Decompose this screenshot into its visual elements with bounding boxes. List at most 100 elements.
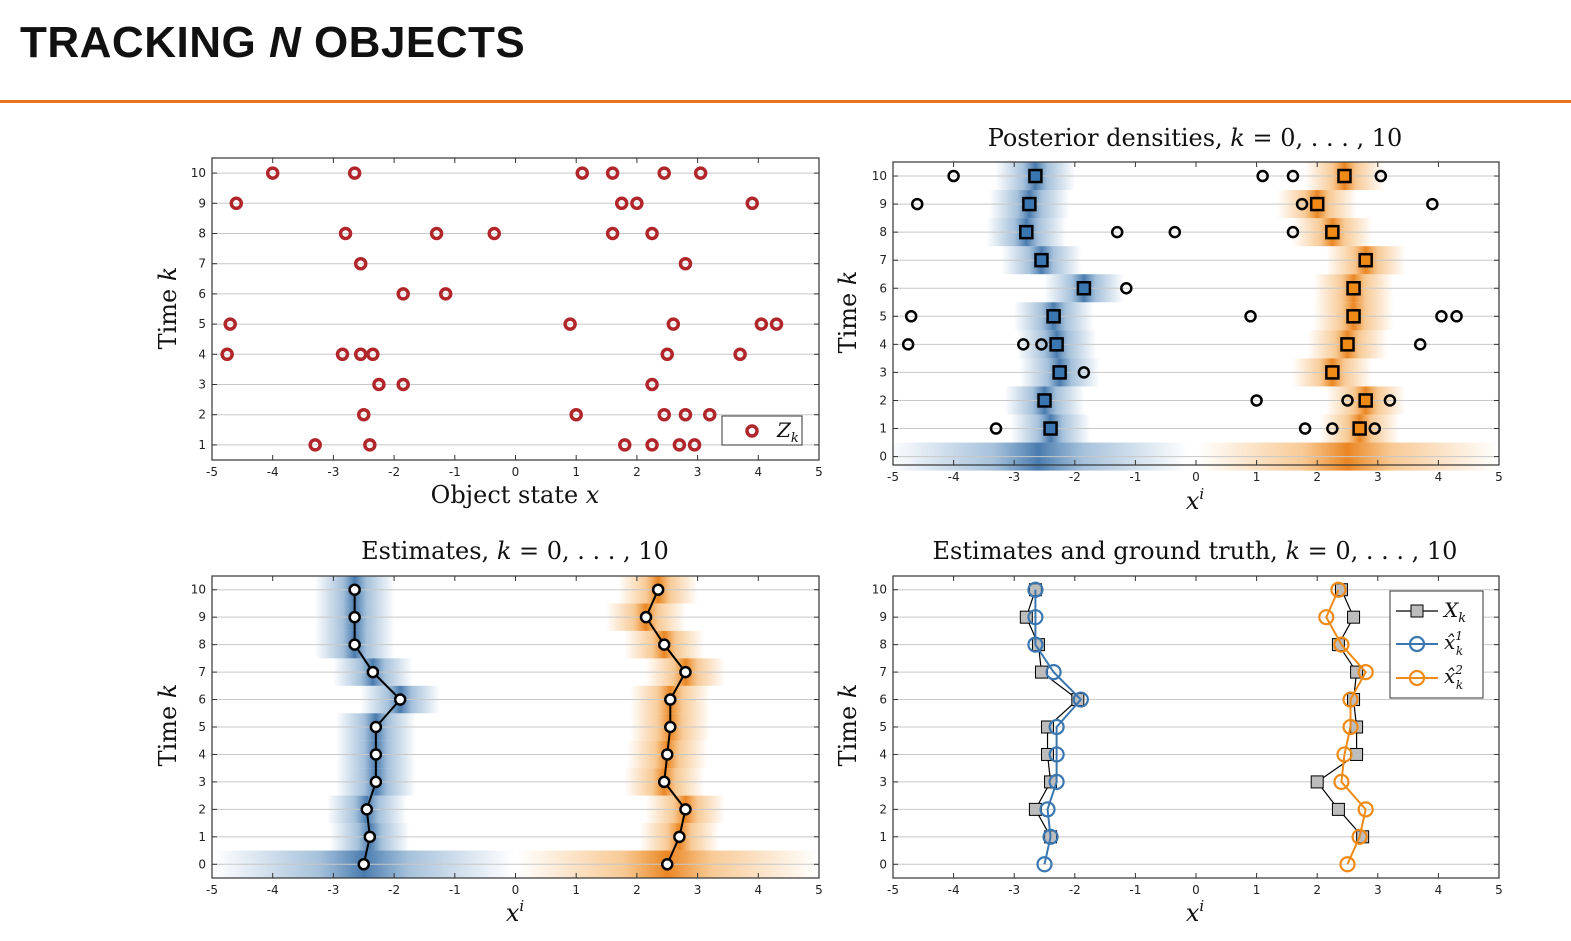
xhat2-point <box>1339 856 1356 873</box>
truth-ytick-label: 0 <box>879 857 887 871</box>
estimates-ytick-label: 7 <box>198 665 206 679</box>
posterior-xtick-label: 1 <box>1253 470 1261 484</box>
estimate-point-1 <box>393 693 407 706</box>
posterior-measurement-point <box>1450 310 1463 323</box>
truth-point-2 <box>1310 775 1324 789</box>
estimate-point-1 <box>369 775 383 789</box>
truth-ytick-label: 7 <box>879 665 887 679</box>
estimate-point-2 <box>651 583 665 596</box>
measurement-point <box>569 407 583 422</box>
posterior-plot-area <box>893 162 1499 465</box>
xhat1-point <box>1042 828 1059 845</box>
truth-xtick-label: -5 <box>887 883 899 897</box>
measurement-point <box>618 438 632 452</box>
posterior-estimate-2 <box>1337 168 1352 184</box>
posterior-ytick-label: 4 <box>879 337 887 351</box>
measurements-plot-area <box>212 158 819 460</box>
measurement-point <box>702 407 717 422</box>
estimate-point-2 <box>657 638 671 651</box>
measurement-point <box>563 317 577 331</box>
xhat1-point <box>1048 718 1065 736</box>
measurement-point <box>372 377 386 392</box>
measurements-legend: Zk <box>721 415 803 446</box>
xhat2-point <box>1330 581 1347 598</box>
posterior-measurement-point <box>1110 225 1124 239</box>
estimate-point-2 <box>661 858 674 871</box>
slide-title-pre: TRACKING <box>20 18 269 67</box>
xhat1-point <box>1039 801 1056 818</box>
slide-title-n: N <box>268 18 302 67</box>
measurement-point <box>678 256 693 271</box>
estimates-xtick-label: 1 <box>572 883 580 897</box>
measurements-xtick-label: 4 <box>754 465 762 479</box>
estimate-point-2 <box>679 803 692 816</box>
estimates-xtick-label: 5 <box>815 883 823 897</box>
posterior-xtick-label: 5 <box>1495 470 1503 484</box>
truth-panel-title: Estimates and ground truth, k = 0, . . .… <box>933 537 1458 565</box>
posterior-estimate-2 <box>1309 196 1325 212</box>
xhat1-point <box>1045 663 1062 681</box>
truth-ylabel: Time k <box>834 684 862 767</box>
posterior-measurement-point <box>901 338 915 351</box>
posterior-estimate-2 <box>1325 365 1340 380</box>
truth-xtick-label: 0 <box>1192 883 1200 897</box>
truth-ytick-label: 9 <box>879 610 887 624</box>
xhat2-line <box>1325 589 1367 865</box>
posterior-ylabel: Time k <box>834 271 862 354</box>
posterior-ytick-label: 9 <box>879 197 887 211</box>
legend-xk-marker <box>1410 604 1424 618</box>
posterior-estimate-1 <box>1049 337 1064 352</box>
legend-xhat2-marker <box>1408 669 1426 687</box>
posterior-measurement-point <box>1244 310 1257 323</box>
truth-point-2 <box>1331 802 1345 816</box>
estimate-point-1 <box>348 583 361 596</box>
estimates-ytick-label: 8 <box>198 638 206 652</box>
estimates-xtick-label: -2 <box>388 883 400 897</box>
estimate-point-1 <box>369 720 383 734</box>
estimates-xtick-label: -3 <box>327 883 339 897</box>
measurement-point <box>487 226 502 241</box>
posterior-marks <box>901 168 1463 436</box>
posterior-ytick-label: 7 <box>879 253 887 267</box>
measurement-point <box>645 377 659 392</box>
xhat1-point <box>1027 609 1044 626</box>
posterior-estimate-1 <box>1076 281 1092 296</box>
posterior-estimate-2 <box>1358 252 1373 268</box>
truth-ytick-label: 2 <box>879 802 887 816</box>
posterior-ytick-label: 1 <box>879 422 887 436</box>
estimate-point-2 <box>664 720 677 734</box>
estimate-point-1 <box>363 830 377 844</box>
estimates-ytick-label: 0 <box>198 857 206 871</box>
estimates-ytick-label: 4 <box>198 747 206 761</box>
measurement-point <box>630 196 644 211</box>
xhat2-point <box>1357 801 1374 818</box>
posterior-ytick-label: 10 <box>872 169 887 183</box>
measurement-point <box>687 438 702 452</box>
measurement-point <box>733 347 747 362</box>
measurement-point <box>335 347 350 362</box>
posterior-measurement-point <box>1035 338 1048 351</box>
xhat1-point <box>1036 856 1053 873</box>
truth-ytick-label: 10 <box>872 583 887 597</box>
measurements-xtick-label: -2 <box>388 465 400 479</box>
truth-legend: Xk x̂1 k x̂2 k <box>1389 590 1484 699</box>
posterior-xtick-label: 0 <box>1192 470 1200 484</box>
measurement-point <box>693 166 708 180</box>
title-rule <box>0 100 1571 103</box>
posterior-estimate-1 <box>1046 309 1061 324</box>
measurement-point <box>396 287 410 301</box>
estimates-ytick-label: 5 <box>198 720 206 734</box>
posterior-ytick-label: 6 <box>879 281 887 295</box>
posterior-xtick-label: 2 <box>1313 470 1321 484</box>
posterior-measurement-point <box>1250 394 1263 407</box>
posterior-ytick-label: 3 <box>879 365 887 379</box>
estimate-point-2 <box>664 693 677 706</box>
posterior-measurement-point <box>1077 366 1091 379</box>
measurement-point <box>429 226 444 241</box>
posterior-measurement-point <box>1298 422 1312 435</box>
measurement-point <box>347 166 362 180</box>
estimates-xtick-label: 0 <box>512 883 520 897</box>
measurements-xtick-label: 0 <box>512 465 520 479</box>
posterior-estimate-1 <box>1022 196 1037 212</box>
posterior-xlabel: xi <box>1186 485 1205 515</box>
